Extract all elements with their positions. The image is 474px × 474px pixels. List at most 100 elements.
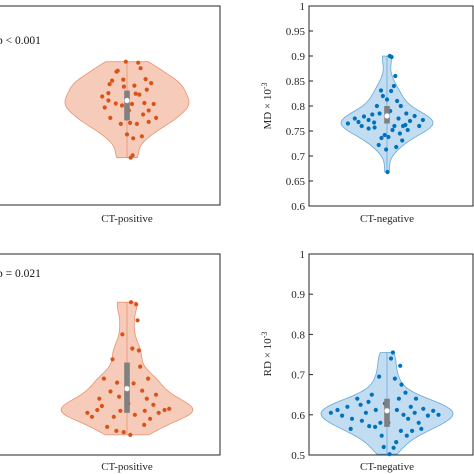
data-point — [407, 118, 413, 124]
p-value-annotation: p = 0.021 — [0, 268, 41, 280]
data-point — [348, 426, 353, 431]
data-point — [394, 144, 399, 150]
data-point — [102, 105, 107, 110]
data-point — [367, 424, 372, 429]
y-tick-label: 0.9 — [291, 289, 305, 301]
data-point — [117, 394, 122, 399]
data-point — [131, 381, 136, 386]
data-point — [358, 402, 363, 407]
data-point — [425, 413, 430, 418]
data-point — [436, 412, 441, 417]
data-point — [390, 350, 395, 355]
y-axis-label: MD × 10-3 — [260, 82, 274, 129]
panel-bottom-right: 0.5 0.6 0.7 0.8 0.9 1 RD × 10-3 CT-negative — [260, 249, 474, 473]
data-point — [137, 92, 142, 97]
data-point — [392, 123, 397, 129]
data-point — [395, 98, 400, 104]
data-point — [345, 121, 350, 126]
data-point — [401, 412, 406, 417]
data-point — [399, 382, 404, 387]
data-point — [403, 122, 408, 128]
data-point — [394, 440, 399, 445]
data-point — [381, 444, 386, 450]
data-point — [355, 396, 360, 401]
data-point — [404, 111, 409, 116]
data-point — [124, 132, 130, 137]
data-point — [417, 123, 422, 129]
data-point — [108, 389, 113, 394]
data-point — [121, 77, 126, 82]
data-point — [412, 113, 417, 119]
data-point — [345, 404, 350, 409]
panel-bottom-left: p = 0.021 CT-positive — [0, 253, 221, 473]
y-tick-label: 0.7 — [291, 151, 305, 163]
panel-top-left: p < 0.001 CT-positive — [0, 5, 221, 225]
data-point — [416, 420, 421, 425]
data-point — [352, 116, 357, 121]
data-point — [335, 407, 340, 413]
data-point — [146, 119, 151, 124]
p-value-annotation: p < 0.001 — [0, 35, 41, 47]
panel-top-right: 0.60.650.70.750.80.850.90.951 MD × 10-3 … — [260, 1, 474, 225]
data-point — [359, 123, 364, 129]
data-point — [398, 428, 403, 433]
data-point — [389, 54, 394, 60]
data-point — [146, 108, 151, 113]
data-point — [144, 396, 149, 401]
data-point — [111, 414, 116, 419]
data-point — [128, 120, 133, 125]
data-point — [382, 132, 387, 138]
data-point — [114, 428, 119, 433]
data-point — [404, 433, 409, 438]
data-point — [110, 357, 115, 362]
data-point — [156, 410, 161, 415]
median-marker — [383, 407, 391, 414]
data-point — [128, 300, 134, 305]
data-point — [390, 127, 395, 133]
data-point — [403, 390, 408, 395]
data-point — [366, 117, 371, 123]
y-axis-label-exponent: -3 — [260, 82, 269, 89]
data-point — [385, 169, 390, 175]
data-point — [387, 452, 392, 457]
y-tick-label: 1 — [300, 1, 306, 13]
data-point — [379, 433, 384, 438]
data-point — [378, 88, 384, 93]
y-tick-label: 0.65 — [286, 176, 306, 188]
data-point — [140, 388, 145, 393]
data-point — [377, 374, 382, 379]
data-point — [374, 103, 379, 109]
data-point — [143, 77, 148, 82]
category-label: CT-positive — [101, 461, 153, 473]
data-point — [359, 418, 364, 423]
data-point — [85, 410, 90, 415]
data-point — [376, 142, 381, 148]
data-point — [412, 410, 417, 415]
data-point — [100, 94, 105, 99]
data-point — [386, 134, 391, 140]
data-point — [373, 407, 378, 413]
data-point — [114, 69, 119, 74]
data-point — [118, 121, 123, 126]
data-point — [101, 376, 106, 381]
y-axis-label-text: MD × 10 — [262, 89, 274, 130]
data-point — [361, 114, 367, 119]
data-point — [121, 430, 126, 435]
axes-box — [0, 253, 221, 456]
data-point — [132, 83, 137, 88]
data-point — [97, 396, 102, 401]
median-marker — [123, 385, 131, 392]
y-tick-label: 1 — [300, 249, 306, 261]
data-point — [136, 60, 141, 65]
data-point — [398, 363, 403, 368]
data-point — [120, 332, 125, 337]
data-point — [134, 302, 139, 307]
data-point — [132, 412, 137, 417]
data-point — [370, 112, 375, 117]
data-point — [396, 396, 401, 401]
data-point — [139, 134, 144, 139]
data-point — [133, 91, 138, 96]
data-point — [154, 115, 159, 120]
data-point — [131, 136, 136, 141]
